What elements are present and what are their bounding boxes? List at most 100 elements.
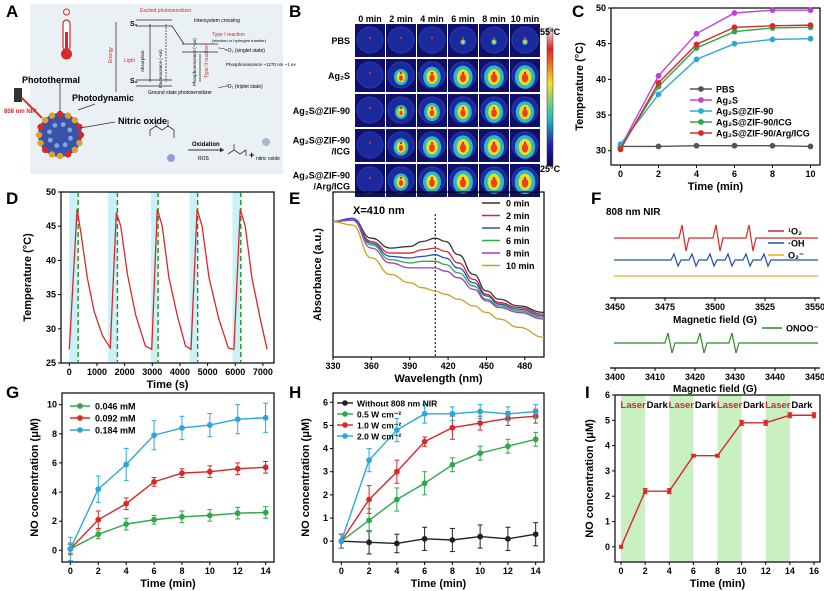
data-point: [262, 414, 269, 421]
heat-zone-core: [490, 143, 498, 153]
x-tick-label: 0: [339, 566, 344, 576]
y-tick-label: 0: [605, 542, 610, 552]
series-line: [332, 217, 545, 315]
arginine-reaction: Oxidation ROS + nitric oxide: [149, 120, 280, 162]
oxidation-label: Oxidation: [192, 142, 220, 148]
legend-label: Ag₂S@ZIF-90/ICG: [716, 118, 792, 128]
y-tick-label: 35: [596, 110, 606, 120]
type1-sub-label: (electron or hydrogen transfer): [212, 38, 267, 43]
data-point: [206, 468, 213, 475]
data-point: [95, 531, 102, 538]
data-point: [421, 438, 428, 445]
y-tick-label: 30: [596, 146, 606, 156]
legend-label: PBS: [716, 85, 735, 95]
o2-singlet-label: ¹O₂ (singlet state): [226, 48, 265, 54]
data-point: [234, 416, 241, 423]
panel-a: A Photothermal Photodynamic Nitric oxide 808…: [4, 2, 297, 174]
data-point: [769, 7, 776, 14]
nanoparticle-inner-dot: [60, 122, 66, 127]
y-tick-label: 45: [596, 39, 606, 49]
x-tick-label: 3400: [605, 372, 625, 382]
legend: 0.046 mM 0.092 mM 0.184 mM: [70, 402, 136, 436]
dark-label: Dark: [695, 400, 717, 411]
data-point: [95, 486, 102, 493]
y-tick-label: 6: [323, 397, 328, 407]
legend-label: 0 min: [506, 199, 530, 209]
y-tick-label: 4: [605, 441, 610, 451]
data-point: [342, 433, 348, 439]
y-axis-label: Absorbance (a.u.): [312, 228, 324, 321]
x-tick-label: 3000: [142, 367, 162, 377]
series-Ag₂S@ZIF-90: [617, 35, 814, 148]
data-point: [715, 453, 720, 458]
x-tick-label: 10: [805, 169, 815, 179]
data-point: [449, 424, 456, 431]
data-point: [655, 91, 662, 98]
data-point: [643, 489, 648, 494]
spot-marker: [430, 106, 434, 110]
colorbar-max-label: 55°C: [540, 27, 561, 37]
x-tick-label: 3450: [805, 372, 824, 382]
legend-label: Ag₂S@ZIF-90/Arg/ICG: [716, 129, 810, 139]
plot-frame: [61, 392, 275, 563]
data-point: [77, 403, 83, 409]
ros-label: ROS: [198, 156, 210, 162]
x-tick-label: 0: [67, 367, 72, 377]
plot-frame: [610, 7, 821, 166]
x-tick-label: 5000: [198, 367, 218, 377]
heat-zone-core: [521, 73, 529, 83]
thermal-image: [417, 59, 447, 92]
thermal-image: [510, 94, 540, 127]
dark-label: Dark: [743, 400, 765, 411]
x-tick-label: 8: [450, 566, 455, 576]
ros-cloud-icon: [167, 154, 175, 162]
data-point: [807, 35, 814, 42]
y-tick-label: 1: [323, 513, 328, 523]
nanoparticle-inner-dot: [52, 122, 58, 128]
legend-label: 0.5 W cm⁻²: [357, 410, 401, 420]
data-point: [693, 41, 700, 48]
spot-marker: [523, 106, 527, 110]
heat-zone-mid: [523, 40, 527, 44]
excited-label: Excited photosensitizer: [140, 8, 192, 14]
x-tick-label: 10: [475, 566, 485, 576]
data-point: [123, 461, 130, 468]
x-tick-label: 3450: [605, 302, 625, 312]
x-tick-label: 6: [732, 169, 737, 179]
time-label: 0 min: [358, 14, 382, 24]
data-point: [151, 432, 157, 439]
data-point: [787, 413, 792, 418]
spot-marker: [399, 36, 403, 40]
x-tick-label: 1000: [87, 367, 107, 377]
x-tick-label: 3550: [805, 302, 824, 312]
x-axis-label: Time (min): [688, 181, 744, 193]
legend-label: 4 min: [506, 224, 530, 234]
heat-zone-core: [459, 178, 467, 188]
panel-c: C 0 2 4 6 8 10 30 35 40 45 50 Time (min) Temperature …: [572, 2, 821, 193]
row-label: Ag₂S: [328, 71, 350, 81]
photothermal-label: Photothermal: [22, 75, 80, 85]
data-point: [342, 422, 348, 428]
data-point: [693, 30, 700, 37]
x-tick-label: 3475: [655, 302, 675, 312]
data-point: [449, 461, 456, 468]
x-tick-label: 450: [479, 361, 494, 371]
arrow-head: [220, 147, 224, 153]
data-point: [505, 535, 511, 542]
colorbar: 55°C 25°C: [540, 27, 561, 174]
x-tick-label: 12: [761, 566, 771, 576]
laser-band: [765, 395, 790, 562]
series-line: [340, 410, 536, 542]
heat-zone-core: [399, 110, 403, 116]
legend-label: 8 min: [506, 249, 530, 259]
data-point: [769, 22, 776, 29]
nanoparticle-dot: [64, 112, 72, 119]
x-axis-label: Time (min): [411, 578, 467, 590]
row-label: /Arg/ICG: [313, 182, 350, 192]
data-point: [421, 410, 428, 417]
nanoparticle-dot: [76, 123, 83, 131]
heat-zone-core: [399, 75, 403, 81]
series-0.5 W cm⁻²: [338, 431, 539, 549]
